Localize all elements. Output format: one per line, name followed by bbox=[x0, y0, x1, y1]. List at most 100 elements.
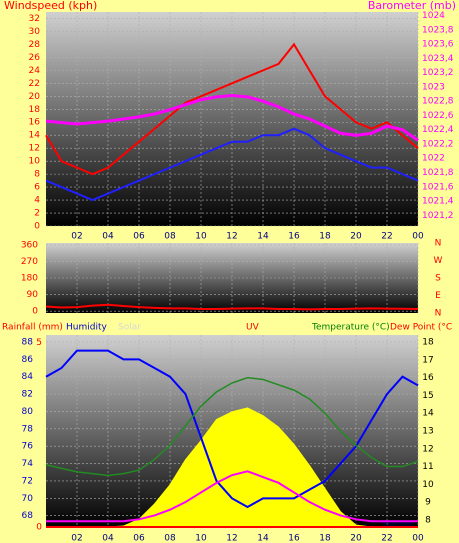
y-tick-label: 5 bbox=[36, 338, 42, 348]
legend-label: UV bbox=[246, 323, 260, 333]
x-tick-label: 16 bbox=[288, 232, 300, 242]
compass-label: E bbox=[435, 291, 441, 301]
y-tick-label: 90 bbox=[27, 290, 39, 300]
x-tick-label: 12 bbox=[226, 534, 237, 543]
y-tick-label: 12 bbox=[29, 144, 40, 154]
y-tick-label: 88 bbox=[22, 337, 34, 347]
series-line bbox=[45, 303, 419, 311]
y-tick-label: 1023,4 bbox=[422, 54, 454, 64]
y-tick-label: 84 bbox=[22, 372, 34, 382]
y-tick-label: 10 bbox=[29, 157, 41, 167]
y-tick-label: 4 bbox=[34, 196, 40, 206]
y-tick-label: 1023,2 bbox=[422, 68, 454, 78]
plot-area bbox=[46, 12, 418, 226]
y-tick-label: 10 bbox=[422, 480, 434, 490]
compass-label: N bbox=[435, 309, 442, 319]
series-line bbox=[45, 127, 419, 202]
x-tick-label: 18 bbox=[319, 232, 331, 242]
x-tick-label: 22 bbox=[381, 534, 392, 543]
y-tick-label: 76 bbox=[22, 442, 34, 452]
compass-label: S bbox=[435, 274, 441, 284]
x-tick-label: 04 bbox=[102, 534, 114, 543]
y-tick-label: 86 bbox=[22, 355, 34, 365]
y-tick-label: 24 bbox=[29, 66, 41, 76]
y-tick-label: 1021,2 bbox=[422, 211, 454, 221]
y-tick-label: 1023 bbox=[422, 82, 445, 92]
y-tick-label: 68 bbox=[22, 511, 34, 521]
x-tick-label: 06 bbox=[133, 534, 145, 543]
y-tick-label: 15 bbox=[422, 391, 433, 401]
legend-label: Humidity bbox=[66, 323, 107, 333]
legend-label: Rainfall (mm) bbox=[2, 323, 63, 333]
series-line bbox=[46, 470, 418, 523]
y-tick-label: 270 bbox=[21, 257, 38, 267]
y-tick-label: 18 bbox=[29, 105, 41, 115]
y-tick-label: 17 bbox=[422, 355, 433, 365]
y-tick-label: 74 bbox=[22, 459, 34, 469]
y-tick-label: 9 bbox=[425, 498, 431, 508]
y-tick-label: 80 bbox=[22, 407, 34, 417]
y-tick-label: 26 bbox=[29, 53, 41, 63]
x-tick-label: 08 bbox=[164, 534, 176, 543]
wind-title: Windspeed (kph) bbox=[4, 0, 97, 12]
y-tick-label: 32 bbox=[29, 14, 40, 24]
x-tick-label: 18 bbox=[319, 534, 331, 543]
x-tick-label: 20 bbox=[350, 232, 362, 242]
y-tick-label: 72 bbox=[22, 476, 33, 486]
y-tick-label: 180 bbox=[21, 274, 38, 284]
series-line bbox=[45, 42, 419, 176]
x-tick-label: 00 bbox=[412, 232, 424, 242]
y-tick-label: 82 bbox=[22, 390, 33, 400]
y-tick-label: 1022,2 bbox=[422, 139, 454, 149]
y-tick-label: 1024 bbox=[422, 11, 445, 21]
x-tick-label: 00 bbox=[412, 534, 424, 543]
y-tick-label: 8 bbox=[425, 515, 431, 525]
y-tick-label: 14 bbox=[422, 409, 434, 419]
y-tick-label: 22 bbox=[29, 79, 40, 89]
y-tick-label: 12 bbox=[422, 444, 433, 454]
y-tick-label: 1023,6 bbox=[422, 40, 454, 50]
y-tick-label: 20 bbox=[29, 92, 41, 102]
y-tick-label: 6 bbox=[34, 183, 40, 193]
y-tick-label: 1021,4 bbox=[422, 197, 454, 207]
y-tick-label: 30 bbox=[29, 27, 41, 37]
x-tick-label: 16 bbox=[288, 534, 300, 543]
legend-label: Temperature (°C) bbox=[311, 323, 390, 333]
x-tick-label: 04 bbox=[102, 232, 114, 242]
y-tick-label: 14 bbox=[29, 131, 41, 141]
series-line bbox=[45, 93, 419, 142]
x-tick-label: 02 bbox=[71, 534, 82, 543]
y-tick-label: 78 bbox=[22, 424, 34, 434]
y-tick-label: 2 bbox=[34, 209, 40, 219]
x-tick-label: 10 bbox=[195, 534, 207, 543]
y-tick-label: 11 bbox=[422, 462, 433, 472]
y-tick-label: 1022,6 bbox=[422, 111, 454, 121]
y-tick-label: 360 bbox=[21, 240, 38, 250]
y-tick-label: 1021,6 bbox=[422, 182, 454, 192]
x-tick-label: 14 bbox=[257, 534, 269, 543]
y-tick-label: 1022,4 bbox=[422, 125, 454, 135]
y-tick-label: 1022 bbox=[422, 154, 445, 164]
compass-label: N bbox=[435, 239, 442, 249]
x-tick-label: 12 bbox=[226, 232, 237, 242]
series-line bbox=[45, 349, 419, 509]
x-tick-label: 06 bbox=[133, 232, 145, 242]
y-tick-label: 0 bbox=[32, 307, 38, 317]
annotation: SunSet bbox=[382, 520, 414, 530]
legend-label: Dew Point (°C bbox=[390, 323, 452, 333]
x-tick-label: 10 bbox=[195, 232, 207, 242]
y-tick-label: 0 bbox=[34, 222, 40, 232]
compass-label: W bbox=[434, 256, 443, 266]
y-tick-label: 16 bbox=[422, 373, 434, 383]
series-line bbox=[45, 376, 419, 477]
x-tick-label: 22 bbox=[381, 232, 392, 242]
y-tick-label: 28 bbox=[29, 40, 41, 50]
baro-title: Barometer (mb) bbox=[368, 0, 456, 12]
y-tick-label: 0 bbox=[36, 523, 42, 533]
y-tick-label: 1023,8 bbox=[422, 25, 454, 35]
y-tick-label: 1022,8 bbox=[422, 97, 454, 107]
y-tick-label: 1021,8 bbox=[422, 168, 454, 178]
y-tick-label: 70 bbox=[22, 494, 34, 504]
y-tick-label: 13 bbox=[422, 427, 433, 437]
